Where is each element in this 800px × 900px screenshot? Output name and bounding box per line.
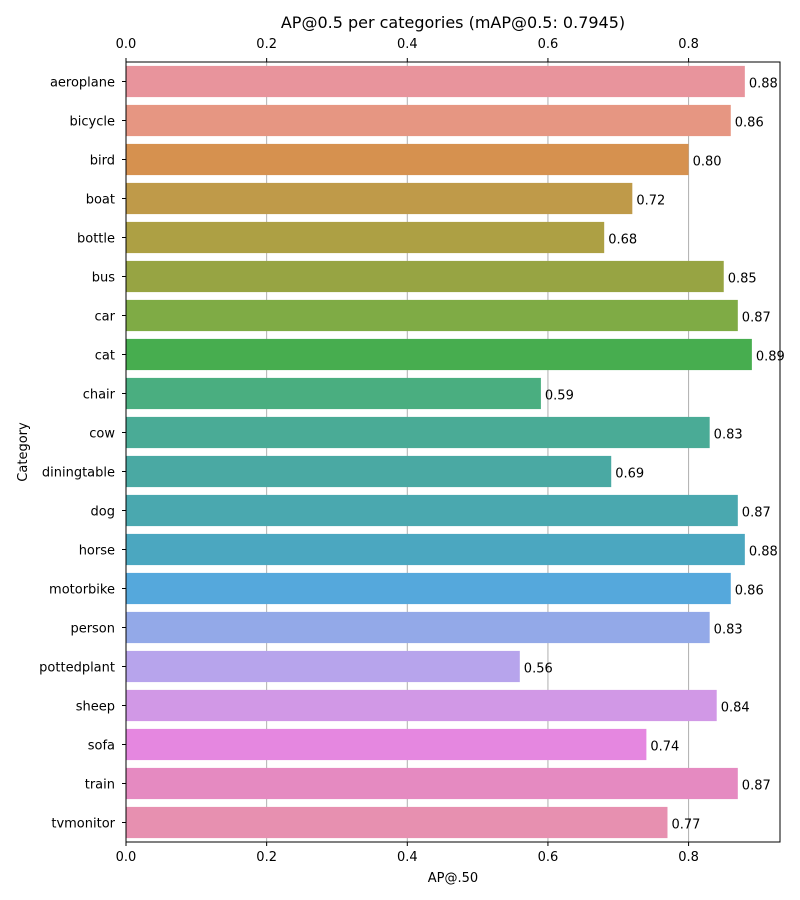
category-label: aeroplane [50,76,115,91]
category-label: bicycle [70,115,115,130]
value-label: 0.83 [714,428,743,443]
category-label: bus [92,271,115,286]
value-label: 0.77 [671,818,700,833]
value-label: 0.88 [749,77,778,92]
value-label: 0.87 [742,779,771,794]
category-label: cat [95,349,115,364]
category-label: sheep [76,700,115,715]
bar-dog [126,494,738,527]
value-label: 0.84 [721,701,750,716]
bar-bus [126,260,724,293]
chart-title: AP@0.5 per categories (mAP@0.5: 0.7945) [281,13,625,32]
bar-train [126,767,738,800]
bar-pottedplant [126,650,520,683]
bar-diningtable [126,455,612,488]
category-label: tvmonitor [51,817,115,832]
value-label: 0.85 [728,272,757,287]
bar-tvmonitor [126,806,668,839]
value-label: 0.56 [524,662,553,677]
x-tick-label-bottom: 0.0 [116,850,137,865]
bar-cat [126,338,752,371]
bar-cow [126,416,710,449]
category-label: diningtable [42,466,115,481]
value-label: 0.87 [742,311,771,326]
category-label: boat [86,193,115,208]
bar-horse [126,533,745,566]
value-label: 0.59 [545,389,574,404]
bar-aeroplane [126,65,745,98]
value-label: 0.88 [749,545,778,560]
value-label: 0.80 [693,155,722,170]
x-tick-label-bottom: 0.6 [538,850,559,865]
category-label: bottle [77,232,115,247]
bar-sofa [126,728,647,761]
x-tick-label-top: 0.4 [397,37,418,52]
value-label: 0.72 [636,194,665,209]
plot-frame [125,61,781,843]
value-label: 0.68 [608,233,637,248]
x-tick-label-bottom: 0.4 [397,850,418,865]
x-axis-title: AP@.50 [428,871,478,886]
value-label: 0.89 [756,350,785,365]
category-label: sofa [88,739,115,754]
bar-sheep [126,689,717,722]
grid-lines [125,62,690,842]
x-tick-label-bottom: 0.2 [256,850,277,865]
labels: 0.0 0.0 0.2 0.2 0.4 0.4 0.6 0.6 0.8 0.8 aeroplane 0… [39,37,785,865]
bar-bicycle [126,104,731,137]
category-label: cow [89,427,115,442]
bar-car [126,299,738,332]
bar-motorbike [126,572,731,605]
category-label: bird [90,154,115,169]
x-tick-label-top: 0.0 [116,37,137,52]
bars [126,65,752,839]
x-tick-label-top: 0.2 [256,37,277,52]
axis-ticks [122,58,690,846]
category-label: train [85,778,115,793]
category-label: motorbike [49,583,115,598]
bar-chair [126,377,541,410]
value-label: 0.87 [742,506,771,521]
value-label: 0.83 [714,623,743,638]
value-label: 0.86 [735,116,764,131]
x-tick-label-bottom: 0.8 [678,850,699,865]
bar-boat [126,182,633,215]
category-label: chair [83,388,116,403]
x-tick-label-top: 0.6 [538,37,559,52]
category-label: horse [79,544,115,559]
category-label: car [95,310,116,325]
x-tick-label-top: 0.8 [678,37,699,52]
bar-bottle [126,221,605,254]
category-label: person [70,622,115,637]
category-label: dog [91,505,115,520]
bar-person [126,611,710,644]
category-label: pottedplant [39,661,115,676]
value-label: 0.69 [615,467,644,482]
value-label: 0.86 [735,584,764,599]
y-axis-title: Category [16,422,31,482]
value-label: 0.74 [650,740,679,755]
bar-bird [126,143,689,176]
